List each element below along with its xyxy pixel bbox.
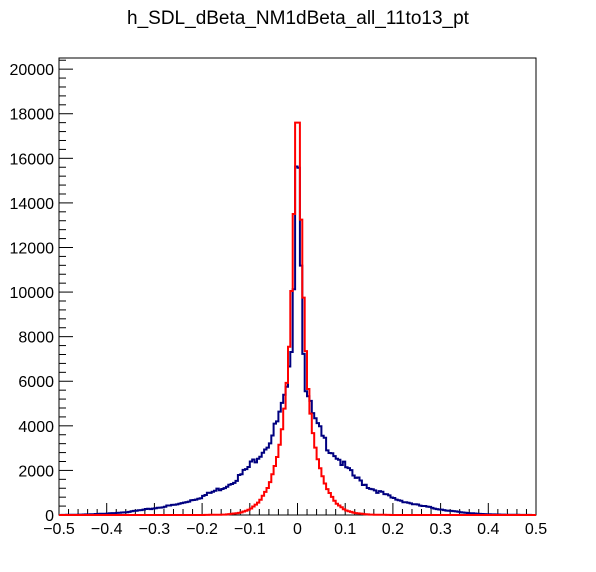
y-tick-label: 6000 <box>18 374 54 391</box>
y-tick-label: 14000 <box>10 196 55 213</box>
x-tick-label: −0.1 <box>234 521 266 538</box>
series-blue-line <box>59 165 536 516</box>
chart-title: h_SDL_dBeta_NM1dBeta_all_11to13_pt <box>127 8 469 29</box>
y-tick-label: 2000 <box>18 463 54 480</box>
plot-frame <box>58 57 537 516</box>
x-tick-label: −0.5 <box>43 521 75 538</box>
y-tick-label: 18000 <box>10 107 55 124</box>
x-tick-label: −0.4 <box>91 521 123 538</box>
x-tick-label: 0 <box>293 521 302 538</box>
y-tick-label: 12000 <box>10 240 55 257</box>
x-tick-labels: −0.5 −0.4 −0.3 −0.2 −0.1 0 0.1 0.2 0.3 0.4 0.5 <box>43 521 547 538</box>
x-tick-label: 0.3 <box>429 521 451 538</box>
y-tick-label: 20000 <box>10 62 55 79</box>
y-tick-label: 0 <box>45 508 54 525</box>
series-layer <box>59 121 536 516</box>
series-red-line <box>59 121 536 516</box>
y-tick-label: 8000 <box>18 330 54 347</box>
x-tick-label: −0.2 <box>186 521 218 538</box>
x-tick-label: 0.1 <box>334 521 356 538</box>
y-tick-labels: 0 2000 4000 6000 8000 10000 12000 14000 16000 180… <box>10 62 55 525</box>
x-tick-label: 0.2 <box>382 521 404 538</box>
major-ticks <box>58 68 537 516</box>
x-tick-label: 0.5 <box>525 521 547 538</box>
y-tick-label: 10000 <box>10 285 55 302</box>
y-tick-label: 16000 <box>10 151 55 168</box>
x-tick-label: 0.4 <box>477 521 499 538</box>
y-tick-label: 4000 <box>18 419 54 436</box>
x-tick-label: −0.3 <box>139 521 171 538</box>
